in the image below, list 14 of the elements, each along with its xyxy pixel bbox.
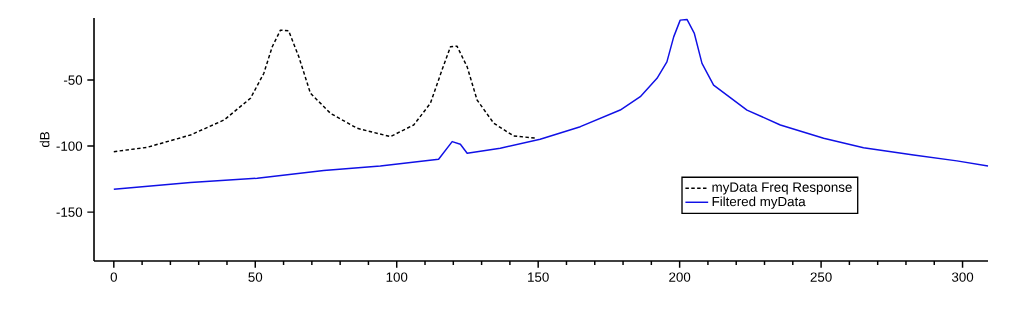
legend-label: myData Freq Response: [712, 182, 852, 195]
y-tick-label: -100: [56, 141, 83, 151]
x-tick-label: 100: [386, 272, 408, 282]
x-tick-label: 200: [669, 272, 691, 282]
x-tick-label: 0: [110, 272, 117, 282]
x-tick-label: 300: [951, 272, 974, 282]
y-axis-title: dB: [39, 132, 50, 148]
y-tick-label: -150: [56, 207, 83, 217]
legend-label: Filtered myData: [712, 196, 806, 209]
x-tick-label: 250: [810, 272, 832, 282]
x-tick-label: 50: [248, 272, 263, 282]
line-series: [113, 29, 538, 153]
y-tick-label: -50: [63, 75, 83, 85]
x-tick-label: 150: [528, 272, 549, 282]
